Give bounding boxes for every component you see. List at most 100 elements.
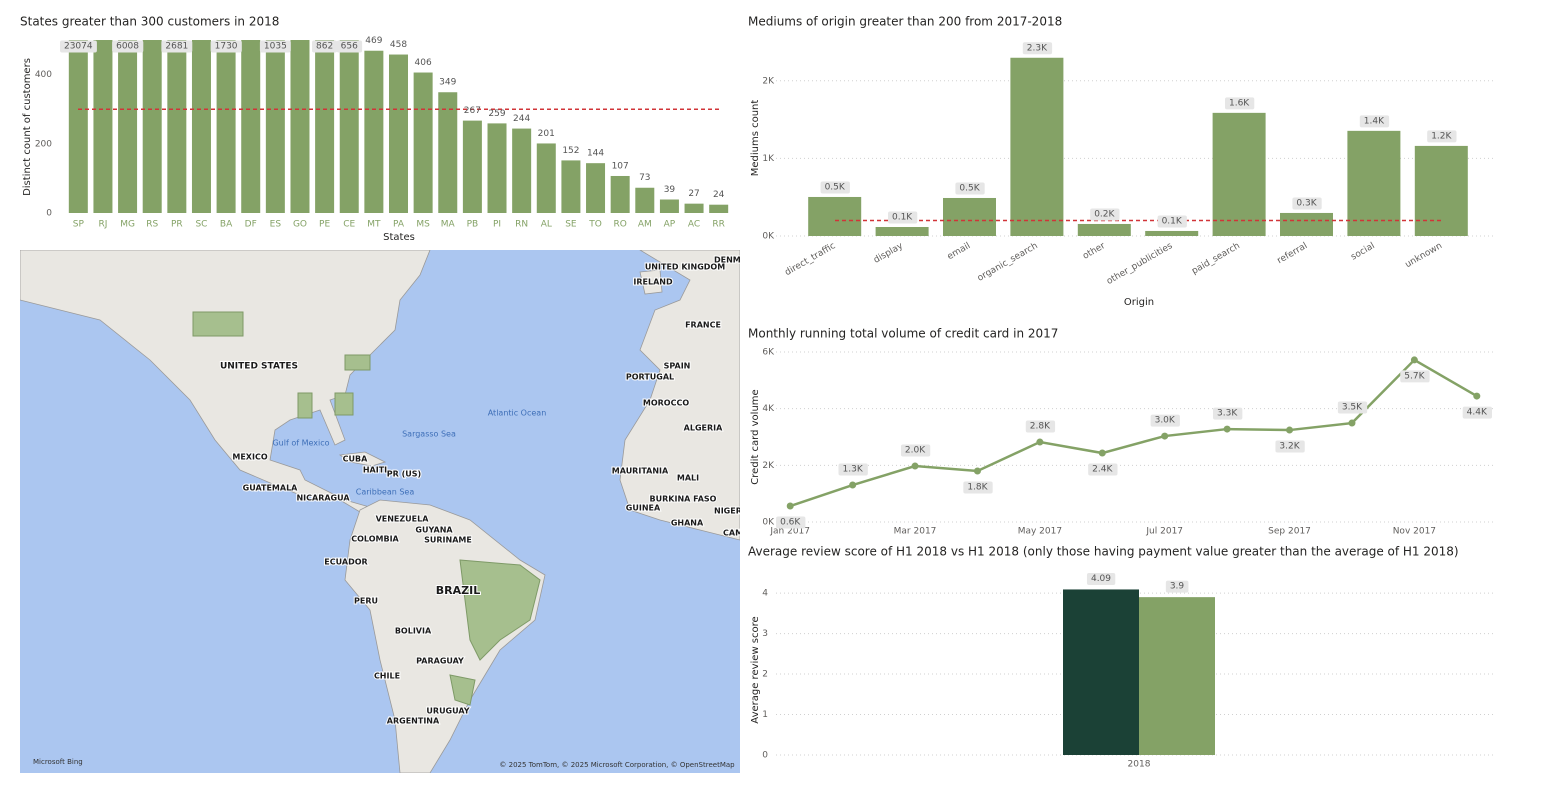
map-label: MOROCCO: [643, 399, 689, 408]
y-tick-label: 4: [762, 589, 768, 599]
x-tick-label: PI: [493, 220, 501, 230]
data-label-box: [1150, 414, 1180, 427]
data-label-box: [776, 516, 806, 529]
data-label-box: [336, 40, 363, 53]
data-label-box: [1086, 572, 1116, 585]
map-logo: Microsoft Bing: [33, 758, 83, 766]
y-tick-label: 1: [762, 710, 768, 720]
data-label-box: [963, 481, 993, 494]
data-label: 656: [341, 42, 358, 52]
y-tick-label: 0K: [762, 518, 775, 528]
highlight-region: [192, 311, 244, 337]
data-label: 152: [562, 146, 579, 156]
bar: [1010, 57, 1064, 236]
map-attribution: © 2025 TomTom, © 2025 Microsoft Corporat…: [499, 761, 735, 769]
x-tick-label: RN: [515, 220, 528, 230]
x-tick-label: AP: [664, 220, 676, 230]
data-label: 201: [538, 129, 555, 139]
point: [1410, 356, 1418, 364]
map-label: HAITI: [363, 466, 387, 475]
plot-area: [1063, 589, 1215, 755]
land: [20, 250, 431, 516]
data-label-box: [1275, 440, 1305, 453]
point: [911, 462, 919, 470]
point: [1036, 438, 1044, 446]
data-label-box: [1359, 115, 1390, 128]
data-label: 349: [439, 78, 456, 88]
x-tick-label: social: [1349, 241, 1376, 262]
bar: [413, 72, 433, 213]
data-label: 4.4K: [1467, 408, 1488, 418]
bar: [118, 40, 138, 213]
x-tick-label: PR: [171, 220, 183, 230]
x-tick-label: organic_search: [976, 241, 1040, 284]
data-label: 469: [365, 36, 382, 46]
map-label: BOLIVIA: [395, 627, 432, 636]
data-label: 5.7K: [1404, 371, 1425, 381]
bar: [943, 197, 996, 236]
map-label: MEXICO: [232, 453, 267, 462]
bar: [167, 40, 187, 213]
map-label: ECUADOR: [324, 558, 367, 567]
bar: [709, 204, 729, 213]
data-label: 0.3K: [1296, 198, 1317, 208]
x-tick-label: AL: [541, 220, 552, 230]
y-tick-label: 2: [762, 670, 768, 680]
x-tick-label: AM: [638, 220, 652, 230]
land: [338, 451, 387, 467]
data-label: 0.6K: [780, 518, 801, 528]
data-label-box: [1025, 420, 1056, 433]
map-label: UNITED KINGDOM: [645, 263, 725, 272]
point: [1473, 392, 1481, 400]
bar: [808, 196, 862, 236]
map-label: URUGUAY: [426, 707, 469, 716]
highlight-region: [297, 392, 313, 419]
bar: [610, 175, 630, 213]
map-label: GUYANA: [415, 526, 453, 535]
bar: [1212, 112, 1266, 236]
map-label: FRANCE: [685, 321, 721, 330]
x-tick-label: Jan 2017: [769, 527, 810, 537]
x-tick-label: other_publicities: [1105, 241, 1175, 287]
x-tick-label: PA: [393, 220, 405, 230]
point: [973, 467, 981, 475]
y-tick-label: 2K: [762, 76, 775, 86]
map-label: Sargasso Sea: [402, 430, 456, 439]
data-label: 458: [390, 40, 407, 50]
data-label: 0.1K: [1162, 216, 1183, 226]
bar: [241, 40, 261, 213]
x-tick-label: Nov 2017: [1393, 527, 1436, 537]
map-label: Gulf of Mexico: [272, 439, 329, 448]
data-label: 2.3K: [1027, 43, 1048, 53]
data-label-box: [955, 182, 985, 195]
bar: [142, 40, 162, 213]
point: [1098, 449, 1106, 457]
data-label: 1.2K: [1431, 131, 1452, 141]
data-label-box: [1462, 406, 1492, 419]
data-label-box: [820, 181, 850, 194]
point: [849, 481, 857, 489]
map-label: ARGENTINA: [387, 717, 440, 726]
data-label-box: [1292, 197, 1322, 210]
data-label: 267: [464, 106, 481, 116]
map-label: MALI: [677, 474, 699, 483]
data-label: 0.1K: [892, 212, 913, 222]
y-tick-label: 0: [46, 209, 52, 219]
bar: [93, 40, 113, 213]
bar: [216, 40, 236, 213]
highlight-region: [334, 392, 354, 416]
x-tick-label: PB: [467, 220, 479, 230]
x-tick-label: PE: [319, 220, 330, 230]
map-label: COLOMBIA: [351, 535, 399, 544]
map-label: GUINEA: [626, 504, 661, 513]
map-label: PARAGUAY: [416, 657, 464, 666]
bar: [364, 50, 384, 213]
bar: [389, 54, 408, 213]
bar: [586, 163, 606, 213]
x-tick-label: BA: [220, 220, 233, 230]
data-label-box: [59, 40, 97, 53]
data-label: 0.2K: [1094, 209, 1115, 219]
bar: [68, 40, 88, 213]
data-label: 3.2K: [1279, 442, 1300, 452]
